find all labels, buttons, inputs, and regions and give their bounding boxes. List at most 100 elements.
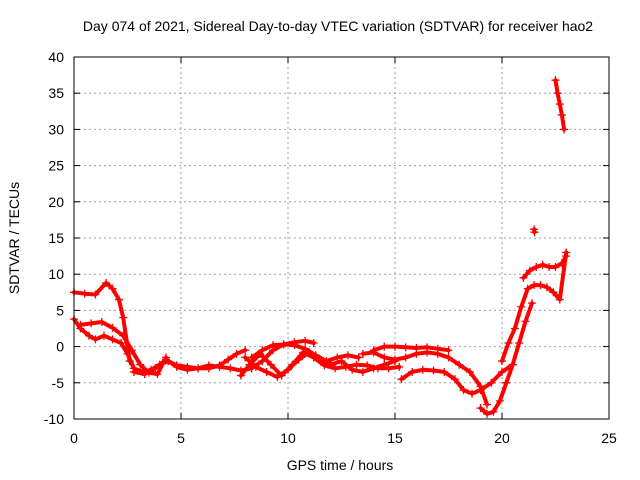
x-tick-label: 10 xyxy=(280,430,296,446)
data-point xyxy=(369,348,378,357)
y-tick-label: 35 xyxy=(48,85,64,101)
data-point xyxy=(129,367,138,376)
data-point xyxy=(183,365,192,374)
data-point xyxy=(84,331,93,340)
y-tick-label: 15 xyxy=(48,230,64,246)
data-point xyxy=(127,346,136,355)
data-point xyxy=(380,342,389,351)
data-point xyxy=(331,364,340,373)
series-track-n xyxy=(530,225,539,237)
data-point xyxy=(538,260,547,269)
data-point xyxy=(251,362,260,371)
series-track-o xyxy=(551,76,569,134)
data-point xyxy=(117,338,126,347)
data-point xyxy=(418,365,427,374)
y-tick-label: 10 xyxy=(48,266,64,282)
series-track-m xyxy=(519,252,571,282)
data-point xyxy=(553,89,562,98)
data-point xyxy=(498,357,506,366)
data-point xyxy=(108,335,117,344)
data-point xyxy=(517,302,526,311)
data-point xyxy=(80,289,89,298)
data-point xyxy=(87,319,96,328)
data-point xyxy=(215,362,224,371)
data-point xyxy=(236,371,245,380)
data-point xyxy=(542,283,551,292)
data-point xyxy=(247,353,256,362)
series-track-g xyxy=(247,340,363,366)
x-tick-label: 20 xyxy=(494,430,510,446)
data-point xyxy=(401,343,410,352)
data-point xyxy=(301,344,310,353)
data-point xyxy=(266,360,275,369)
data-point xyxy=(279,340,288,349)
data-point xyxy=(99,331,108,340)
data-point xyxy=(429,366,438,375)
data-point xyxy=(498,367,506,376)
data-point xyxy=(348,365,357,374)
data-point xyxy=(395,362,404,371)
data-point xyxy=(172,362,181,371)
x-axis-label: GPS time / hours xyxy=(287,457,394,473)
data-point xyxy=(284,365,292,374)
data-point xyxy=(241,346,250,355)
data-point xyxy=(269,341,278,350)
series-track-j xyxy=(397,360,517,398)
data-point xyxy=(384,364,393,373)
data-point xyxy=(525,266,534,275)
data-point xyxy=(204,361,213,370)
data-point xyxy=(459,386,468,395)
x-tick-label: 25 xyxy=(601,430,617,446)
data-point xyxy=(502,378,511,387)
y-tick-label: 25 xyxy=(48,158,64,174)
data-point xyxy=(483,400,492,409)
y-tick-label: 40 xyxy=(48,49,64,65)
series-trace xyxy=(360,350,489,407)
data-point xyxy=(114,295,123,304)
data-point xyxy=(391,342,399,351)
series-track-i xyxy=(358,348,492,409)
data-point xyxy=(326,360,335,369)
data-point xyxy=(232,349,241,358)
data-point xyxy=(140,370,149,379)
data-point xyxy=(527,299,536,308)
data-point xyxy=(369,364,378,373)
data-point xyxy=(476,386,485,395)
data-point xyxy=(465,367,474,376)
data-point xyxy=(555,295,564,304)
y-tick-label: 0 xyxy=(56,339,64,355)
data-point xyxy=(123,349,132,358)
data-point xyxy=(450,375,459,384)
data-point xyxy=(311,351,320,360)
data-point xyxy=(333,353,342,362)
data-point xyxy=(119,313,128,322)
data-point xyxy=(562,252,571,261)
data-series-layer xyxy=(70,76,571,418)
data-point xyxy=(194,364,203,373)
x-tick-label: 15 xyxy=(387,430,403,446)
data-point xyxy=(354,353,363,362)
data-point xyxy=(444,353,453,362)
data-point xyxy=(358,367,367,376)
data-point xyxy=(557,259,566,268)
data-point xyxy=(108,323,117,332)
axis-ticks: 0 5 10 15 20 25 -10 -5 0 5 10 15 20 25 30 35 40 xyxy=(44,49,617,446)
series-trace xyxy=(78,320,168,377)
data-point xyxy=(91,335,100,344)
series-track-k xyxy=(476,299,536,418)
series-trace xyxy=(478,301,534,416)
data-point xyxy=(262,367,271,376)
data-point xyxy=(532,262,541,271)
data-point xyxy=(476,404,485,413)
data-point xyxy=(102,278,111,287)
data-point xyxy=(76,320,85,329)
y-tick-label: 20 xyxy=(48,194,64,210)
data-point xyxy=(455,360,464,369)
data-point xyxy=(433,349,442,358)
y-tick-label: -5 xyxy=(52,375,65,391)
data-point xyxy=(97,317,106,326)
data-point xyxy=(258,346,267,355)
data-point xyxy=(309,338,318,347)
data-point xyxy=(508,360,517,369)
data-point xyxy=(523,284,532,293)
